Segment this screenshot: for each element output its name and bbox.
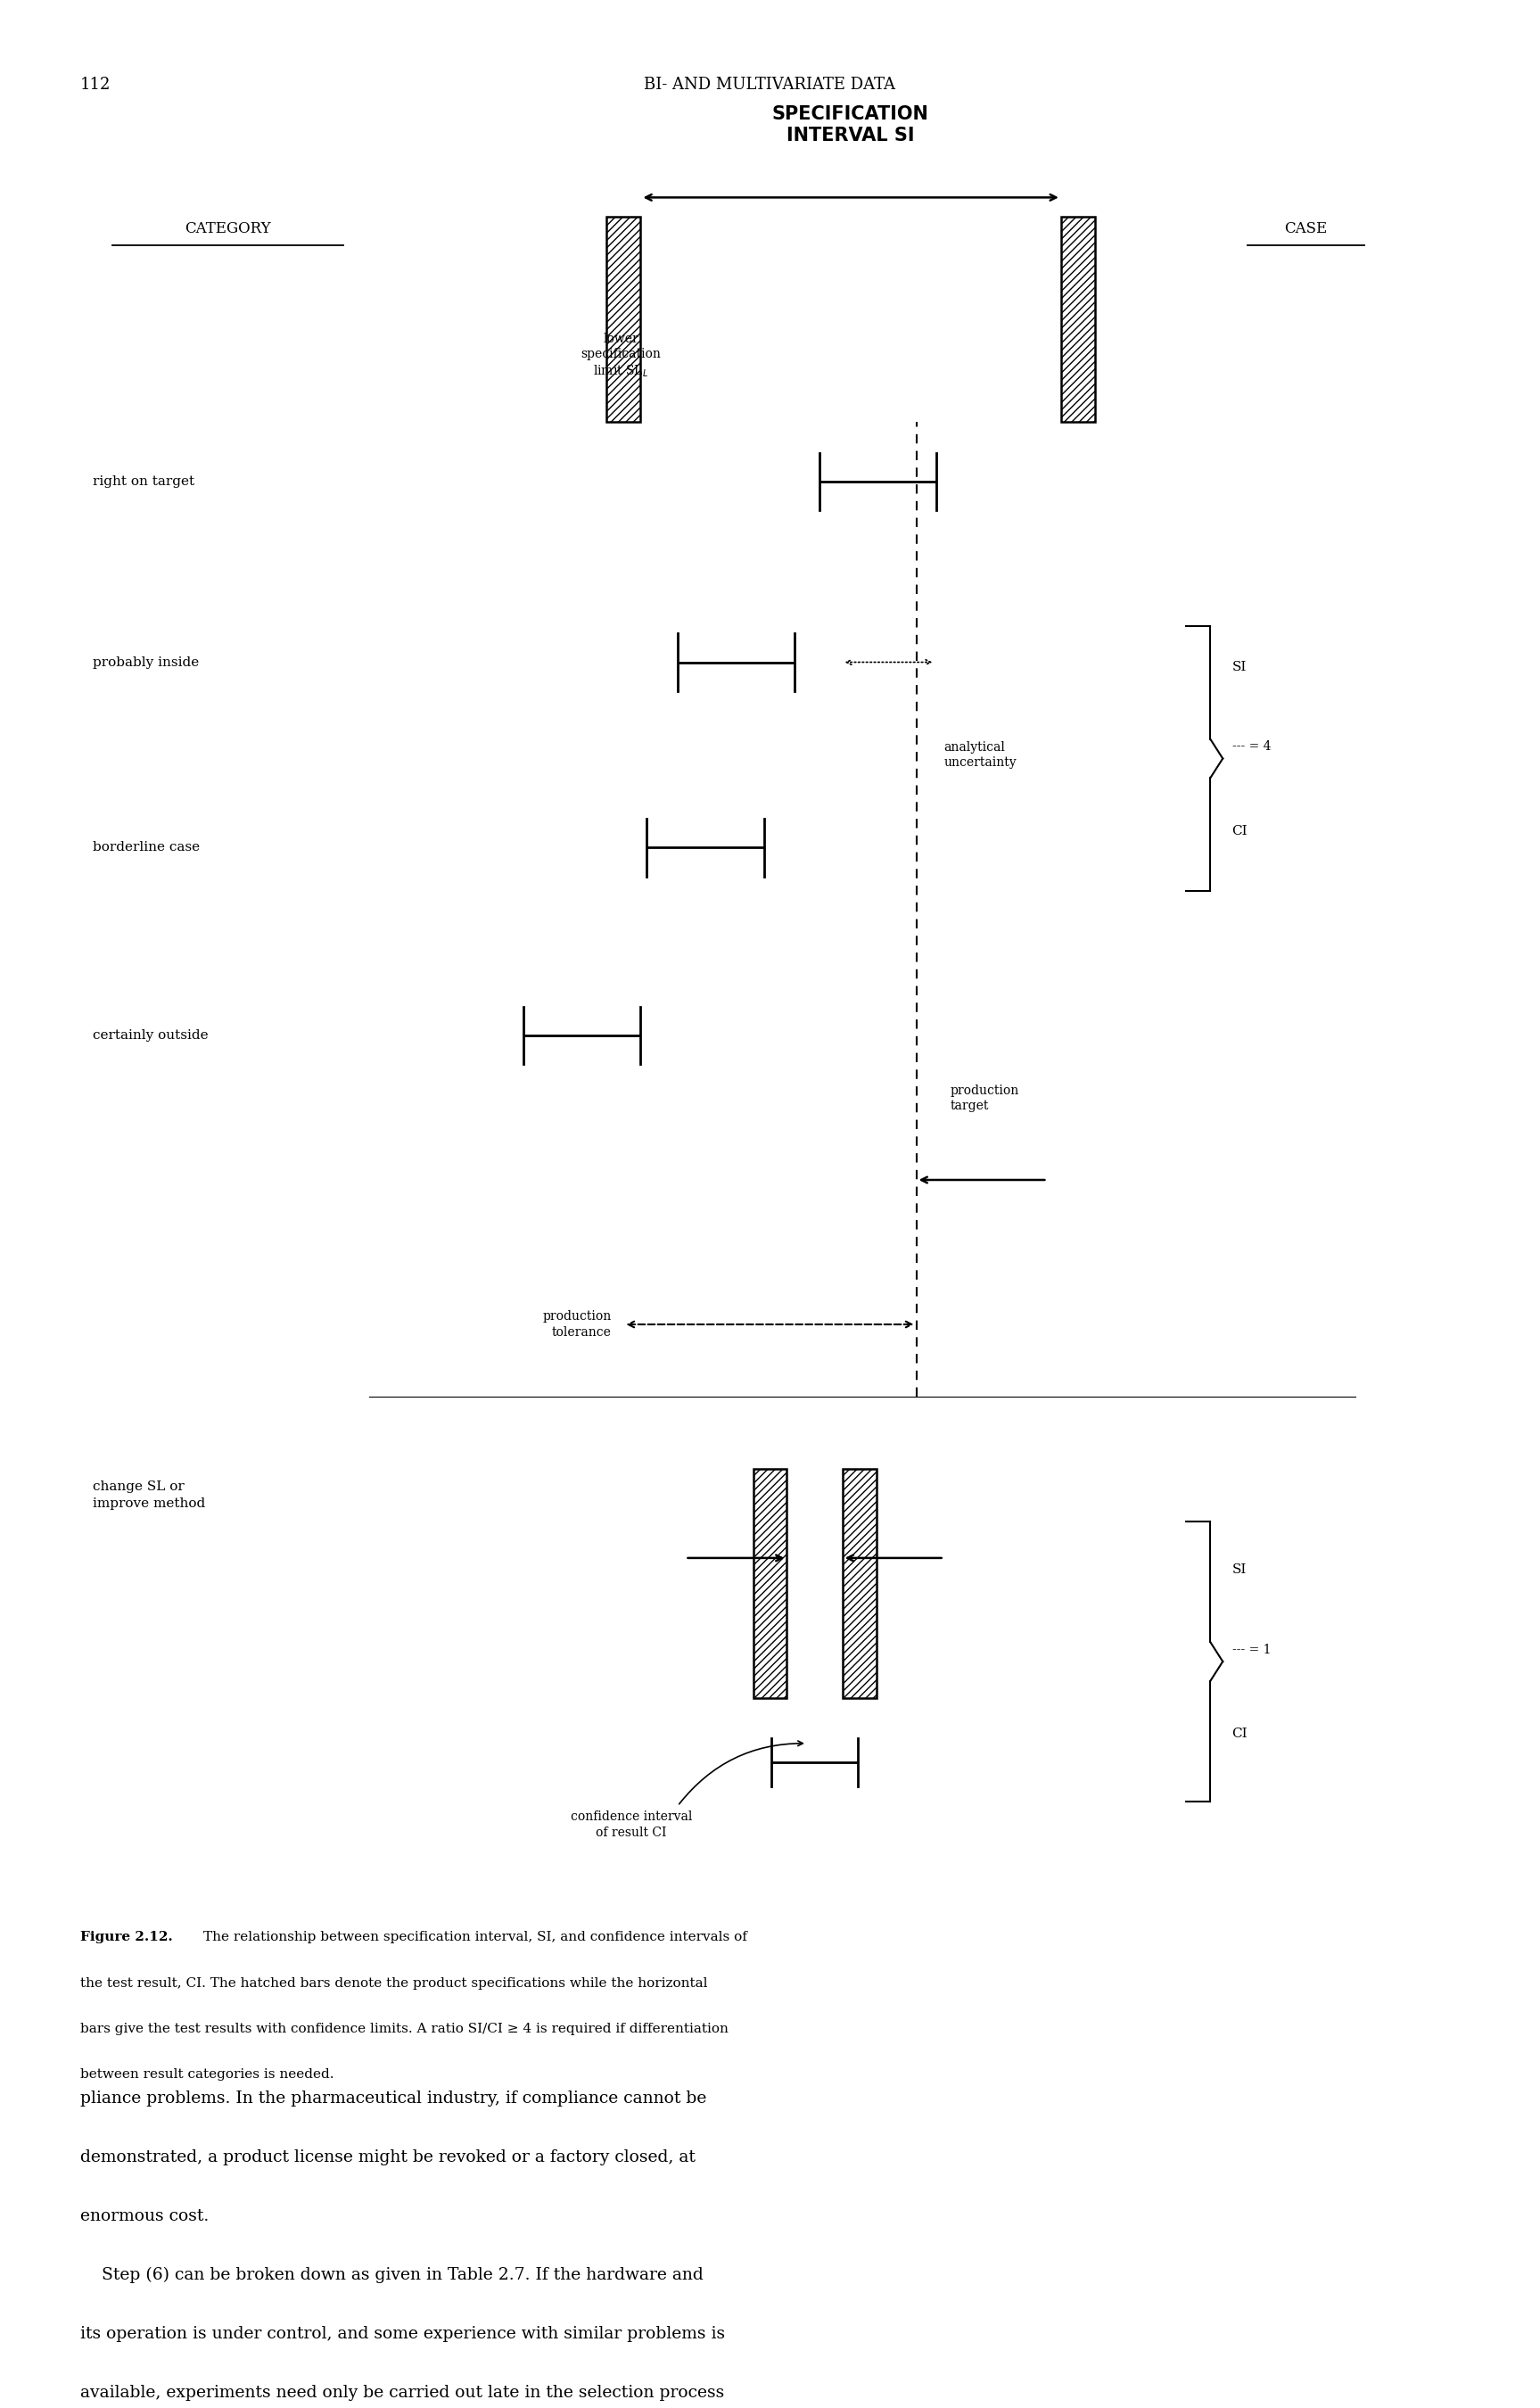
- Text: CASE: CASE: [1284, 222, 1327, 236]
- Text: SPECIFICATION
INTERVAL SI: SPECIFICATION INTERVAL SI: [772, 106, 929, 144]
- Text: Step (6) can be broken down as given in Table 2.7. If the hardware and: Step (6) can be broken down as given in …: [80, 2268, 704, 2283]
- Text: The relationship between specification interval, SI, and confidence intervals of: The relationship between specification i…: [203, 1931, 747, 1943]
- Text: confidence interval
of result CI: confidence interval of result CI: [571, 1811, 691, 1840]
- Text: --- = 1: --- = 1: [1232, 1642, 1271, 1657]
- Bar: [1061, 217, 1095, 421]
- Text: change SL or
improve method: change SL or improve method: [92, 1481, 205, 1510]
- Text: CI: CI: [1232, 1727, 1247, 1741]
- Text: BI- AND MULTIVARIATE DATA: BI- AND MULTIVARIATE DATA: [644, 77, 896, 94]
- Text: SI: SI: [1232, 660, 1246, 674]
- Text: --- = 4: --- = 4: [1232, 739, 1271, 754]
- Text: demonstrated, a product license might be revoked or a factory closed, at: demonstrated, a product license might be…: [80, 2148, 695, 2165]
- Text: its operation is under control, and some experience with similar problems is: its operation is under control, and some…: [80, 2326, 725, 2343]
- Text: Figure 2.12.: Figure 2.12.: [80, 1931, 172, 1943]
- Text: right on target: right on target: [92, 474, 194, 489]
- Text: probably inside: probably inside: [92, 655, 199, 669]
- Text: available, experiments need only be carried out late in the selection process: available, experiments need only be carr…: [80, 2384, 724, 2401]
- Text: lower
specification
limit SL$_L$: lower specification limit SL$_L$: [581, 332, 661, 378]
- Text: production
tolerance: production tolerance: [542, 1310, 611, 1339]
- Text: between result categories is needed.: between result categories is needed.: [80, 2068, 334, 2081]
- Text: borderline case: borderline case: [92, 840, 200, 855]
- Text: 112: 112: [80, 77, 111, 94]
- Text: bars give the test results with confidence limits. A ratio SI/CI ≥ 4 is required: bars give the test results with confiden…: [80, 2023, 728, 2035]
- Text: production
target: production target: [950, 1084, 1019, 1112]
- Text: certainly outside: certainly outside: [92, 1028, 208, 1043]
- Text: enormous cost.: enormous cost.: [80, 2208, 209, 2225]
- Bar: [753, 1469, 787, 1698]
- Text: CI: CI: [1232, 824, 1247, 838]
- Text: the test result, CI. The hatched bars denote the product specifications while th: the test result, CI. The hatched bars de…: [80, 1977, 707, 1989]
- Bar: [607, 217, 641, 421]
- Text: pliance problems. In the pharmaceutical industry, if compliance cannot be: pliance problems. In the pharmaceutical …: [80, 2090, 707, 2107]
- Text: SI: SI: [1232, 1563, 1246, 1577]
- Bar: [842, 1469, 876, 1698]
- Text: analytical
uncertainty: analytical uncertainty: [944, 742, 1016, 768]
- Text: CATEGORY: CATEGORY: [185, 222, 271, 236]
